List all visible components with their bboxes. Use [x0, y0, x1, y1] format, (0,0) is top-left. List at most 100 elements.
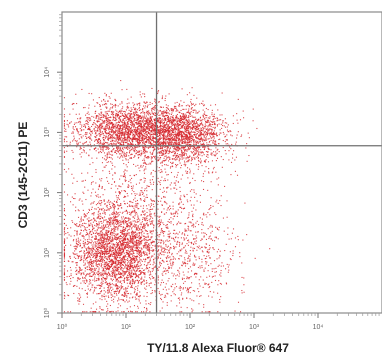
- event-dot: [77, 118, 79, 120]
- event-dot: [96, 254, 98, 256]
- event-dot: [87, 241, 89, 243]
- event-dot: [101, 257, 103, 259]
- event-dot: [142, 235, 144, 237]
- event-dot: [102, 147, 104, 149]
- event-dot: [134, 155, 136, 157]
- event-dot: [136, 219, 138, 221]
- event-dot: [92, 250, 94, 252]
- event-dot: [142, 121, 144, 123]
- event-dot: [111, 280, 113, 282]
- event-dot: [153, 261, 155, 263]
- event-dot: [122, 124, 124, 126]
- event-dot: [104, 126, 106, 128]
- event-dot: [114, 245, 116, 247]
- event-dot: [83, 226, 85, 228]
- event-dot: [99, 114, 101, 116]
- event-dot: [119, 110, 121, 113]
- event-dot: [80, 219, 82, 221]
- event-dot: [127, 107, 130, 109]
- event-dot: [171, 129, 173, 131]
- event-dot: [137, 289, 139, 291]
- event-dot: [110, 265, 112, 268]
- event-dot: [152, 231, 154, 233]
- event-dot: [118, 214, 120, 216]
- event-dot: [141, 133, 143, 135]
- event-dot: [123, 239, 125, 241]
- event-dot: [107, 118, 109, 120]
- event-dot: [142, 245, 144, 247]
- event-dot: [83, 192, 85, 194]
- event-dot: [99, 243, 101, 245]
- event-dot: [138, 123, 140, 125]
- event-dot: [77, 244, 79, 246]
- event-dot: [63, 242, 66, 244]
- event-dot: [145, 268, 147, 270]
- event-dot: [103, 277, 105, 279]
- event-dot: [152, 112, 155, 114]
- event-dot: [191, 299, 193, 301]
- event-dot: [137, 243, 139, 245]
- event-dot: [92, 226, 94, 228]
- event-dot: [138, 250, 140, 252]
- event-dot: [117, 204, 119, 206]
- event-dot: [121, 129, 124, 131]
- event-dot: [148, 136, 150, 138]
- event-dot: [72, 131, 74, 133]
- event-dot: [85, 141, 88, 143]
- event-dot: [73, 239, 75, 241]
- event-dot: [132, 230, 134, 233]
- event-dot: [138, 121, 140, 123]
- event-dot: [86, 280, 88, 282]
- event-dot: [110, 264, 112, 266]
- event-dot: [124, 237, 126, 239]
- event-dot: [110, 239, 112, 241]
- event-dot: [96, 116, 98, 118]
- event-dot: [165, 256, 167, 259]
- event-dot: [106, 201, 108, 203]
- event-dot: [86, 132, 88, 134]
- event-dot: [112, 116, 115, 119]
- event-dot: [123, 136, 125, 138]
- event-dot: [110, 297, 112, 299]
- event-dot: [120, 121, 122, 123]
- event-dot: [131, 117, 133, 119]
- event-dot: [126, 103, 128, 105]
- event-dot: [63, 232, 66, 234]
- event-dot: [80, 129, 83, 131]
- event-dot: [125, 288, 127, 290]
- event-dot: [89, 273, 91, 275]
- event-dot: [140, 112, 142, 114]
- event-dot: [77, 225, 79, 228]
- event-dot: [95, 208, 97, 210]
- event-dot: [122, 256, 124, 259]
- event-dot: [98, 120, 100, 123]
- event-dot: [110, 143, 112, 145]
- event-dot: [111, 275, 113, 278]
- event-dot: [107, 267, 109, 269]
- event-dot: [123, 258, 125, 260]
- event-dot: [110, 201, 112, 203]
- event-dot: [91, 263, 93, 265]
- event-dot: [94, 272, 96, 274]
- event-dot: [126, 217, 128, 219]
- event-dot: [98, 242, 100, 244]
- event-dot: [83, 257, 85, 259]
- event-dot: [134, 273, 136, 275]
- event-dot: [117, 132, 119, 134]
- event-dot: [136, 123, 138, 125]
- event-dot: [150, 161, 153, 163]
- event-dot: [95, 311, 97, 313]
- event-dot: [99, 227, 101, 229]
- event-dot: [79, 146, 81, 148]
- event-dot: [121, 246, 123, 248]
- event-dot: [117, 244, 119, 246]
- event-dot: [116, 213, 118, 215]
- event-dot: [120, 244, 122, 246]
- event-dot: [126, 135, 129, 137]
- event-dot: [109, 237, 111, 240]
- event-dot: [147, 257, 149, 259]
- event-dot: [87, 144, 90, 146]
- event-dot: [141, 276, 143, 278]
- event-dot: [106, 142, 108, 144]
- event-dot: [121, 267, 123, 269]
